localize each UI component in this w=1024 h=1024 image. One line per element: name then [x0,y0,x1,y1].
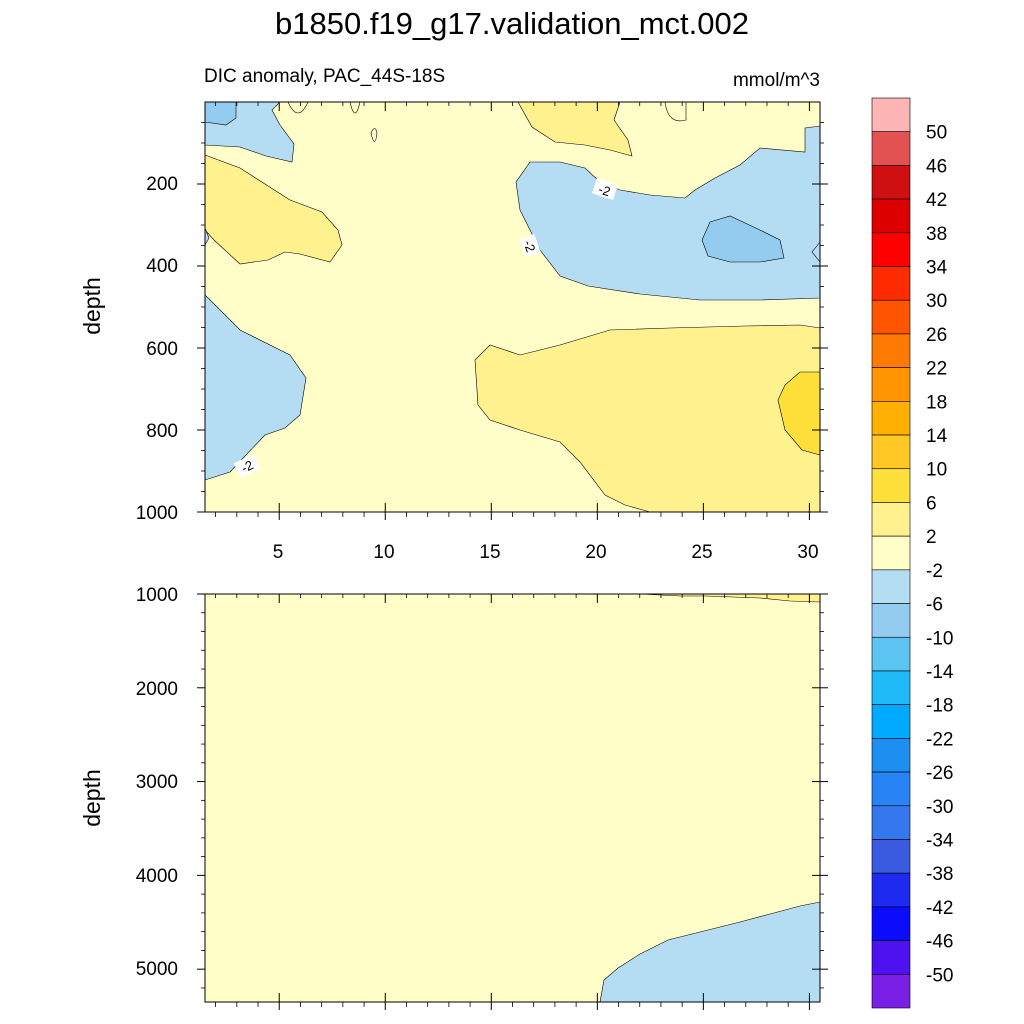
colorbar-swatch [871,165,911,200]
colorbar-swatch [871,670,911,705]
colorbar-label: 10 [926,460,947,481]
colorbar-swatch [871,636,911,672]
colorbar-label: -42 [926,898,953,919]
colorbar-swatch [871,434,911,470]
panel-title: DIC anomaly, PAC_44S-18S [204,66,445,87]
colorbar-swatch [871,266,911,301]
upper-tick-marks [197,102,828,520]
colorbar-swatch [871,299,911,335]
colorbar-label: -14 [926,662,954,683]
lower-y-tick-3000: 3000 [136,772,178,793]
colorbar-label: 42 [926,190,947,211]
upper-region-negative-east-core [701,215,785,263]
upper-region-negative-west [204,294,307,481]
x-tick-10: 10 [373,542,394,563]
lower-y-tick-2000: 2000 [136,679,178,700]
colorbar-label: 26 [926,325,947,346]
colorbar-swatch [871,704,911,739]
colorbar-label: 50 [926,123,947,144]
x-tick-5: 5 [273,542,284,563]
upper-contour-label: -2 [233,454,261,478]
colorbar-swatch [871,973,911,1009]
upper-y-tick-400: 400 [146,256,178,277]
upper-small-contour-3 [370,128,378,142]
upper-region-positive-top [517,101,633,157]
upper-y-tick-200: 200 [146,174,178,195]
colorbar-swatch [871,771,911,807]
colorbar-label: -10 [926,628,953,649]
figure-title: b1850.f19_g17.validation_mct.002 [275,6,749,41]
contour-label-text: -2 [239,457,256,475]
colorbar-label: 2 [926,527,937,548]
contour-label-text: -2 [597,182,613,200]
colorbar-label: 38 [926,224,947,245]
units-label: mmol/m^3 [733,70,820,91]
contour-label-text: -2 [521,238,539,254]
colorbar-swatch [871,839,911,874]
colorbar-label: 46 [926,156,947,177]
colorbar-label: 6 [926,493,937,514]
colorbar-swatch [871,367,911,402]
colorbar-label: -22 [926,729,953,750]
upper-y-tick-1000: 1000 [136,503,178,524]
colorbar-swatch [871,502,911,537]
colorbar-label: -50 [926,965,953,986]
colorbar-swatch [871,569,911,604]
upper-region-positive-core [777,371,821,456]
colorbar-label: 22 [926,359,947,380]
colorbar-label: 14 [926,426,948,447]
colorbar-label: 34 [926,258,948,279]
x-tick-15: 15 [479,542,500,563]
upper-panel: -2 -2 -2 200 400 600 800 1000 5 10 15 20… [79,101,828,563]
colorbar-label: -34 [926,830,954,851]
x-tick-20: 20 [585,542,606,563]
colorbar-label: -2 [926,561,943,582]
colorbar-swatch [871,872,911,908]
upper-y-axis-label: depth [79,277,105,335]
colorbar-label: -18 [926,696,953,717]
upper-region-negative-topleft-core [204,101,237,126]
lower-y-tick-5000: 5000 [136,959,178,980]
lower-panel: 1000 2000 3000 4000 5000 depth [79,585,828,1010]
colorbar-label: -26 [926,763,953,784]
colorbar-swatch [871,333,911,368]
colorbar-label: -38 [926,864,953,885]
colorbar-swatch [871,906,911,941]
upper-contour-label: -2 [519,233,541,259]
lower-tick-marks [197,593,828,1010]
colorbar: 50 46 42 38 34 30 26 22 18 14 10 6 2 -2 -6 -10 -14 -18 -22… [871,97,954,1009]
colorbar-swatch [871,535,911,571]
colorbar-label: -6 [926,595,943,616]
upper-small-contour-2 [349,101,361,114]
colorbar-swatch [871,232,911,267]
colorbar-swatch [871,940,911,975]
upper-region-positive-right [474,324,821,513]
colorbar-swatch [871,198,911,234]
upper-small-contour-4 [664,101,687,122]
x-tick-30: 30 [797,542,818,563]
lower-y-tick-1000: 1000 [136,585,178,606]
upper-small-contour-1 [287,101,309,114]
upper-y-tick-600: 600 [146,339,178,360]
colorbar-swatch [871,97,911,133]
colorbar-swatch [871,131,911,166]
colorbar-swatch [871,401,911,436]
colorbar-label: 18 [926,392,947,413]
upper-contour-label: -2 [592,177,618,201]
colorbar-swatch [871,603,911,638]
colorbar-swatch [871,468,911,503]
x-tick-25: 25 [691,542,712,563]
upper-region-positive-left [204,154,343,265]
colorbar-label: -30 [926,797,953,818]
colorbar-label: 30 [926,291,947,312]
lower-y-tick-4000: 4000 [136,866,178,887]
lower-y-axis-label: depth [79,769,105,827]
upper-y-tick-800: 800 [146,421,178,442]
colorbar-swatch [871,805,911,840]
colorbar-label: -46 [926,932,953,953]
colorbar-swatch [871,738,911,773]
